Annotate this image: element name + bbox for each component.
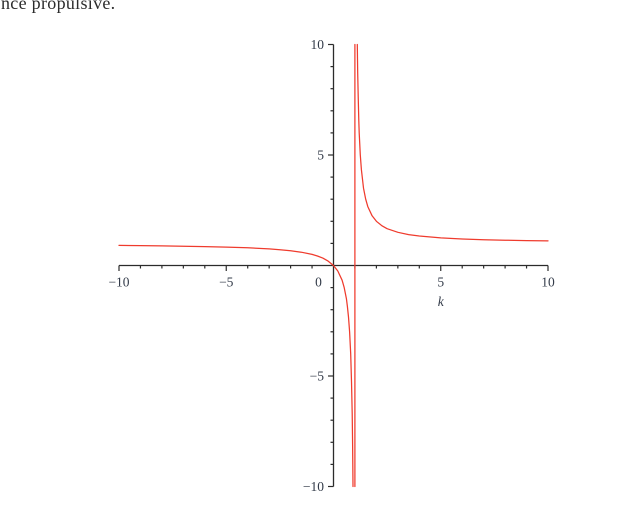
x-tick-label: −5 [219,275,234,290]
x-tick-label: 10 [541,275,555,290]
curve-segment [118,244,354,488]
y-tick-label: −5 [310,369,325,384]
x-tick-label: −10 [108,275,129,290]
clipped-paragraph-fragment: nce propulsive. [1,0,116,13]
curve-segment [356,43,549,242]
y-tick-label: −10 [303,479,324,494]
y-tick-label: 10 [311,37,325,52]
x-tick-label: 5 [437,275,444,290]
x-tick-label: 0 [315,275,322,290]
x-axis-label: k [438,294,445,309]
y-tick-label: 5 [317,148,324,163]
